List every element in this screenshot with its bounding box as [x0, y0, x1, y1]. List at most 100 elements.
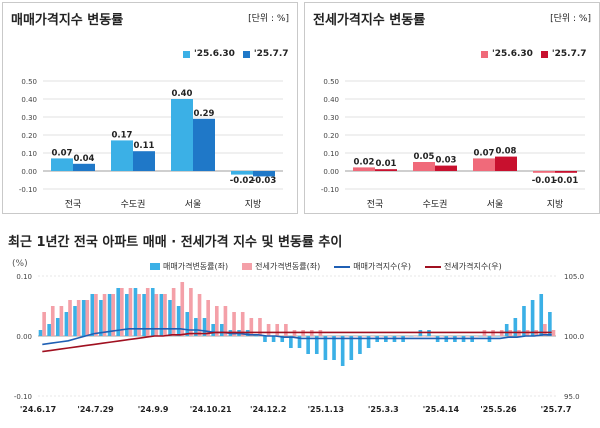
legend-item: 매매가격지수(우): [334, 261, 411, 272]
data-label: 0.29: [194, 109, 215, 119]
bar: [361, 336, 366, 337]
bar: [430, 336, 435, 337]
legend-label: 전세가격지수(우): [444, 262, 502, 271]
data-label: 0.03: [436, 156, 457, 166]
category-label: 전국: [367, 199, 384, 210]
bar: [154, 294, 159, 336]
bar: [358, 336, 362, 354]
bar: [47, 324, 51, 336]
bar: [59, 306, 64, 336]
bar: [335, 336, 340, 337]
x-tick-label: '24.6.17: [20, 405, 56, 414]
data-label: 0.07: [474, 148, 495, 158]
bar: [353, 336, 357, 337]
y-tick-label-left: -0.10: [14, 393, 32, 401]
bar: [366, 336, 371, 348]
bar: [223, 306, 228, 336]
y-tick-label: 0.20: [323, 132, 339, 140]
bar: [379, 336, 383, 337]
bar: [111, 140, 133, 171]
data-label: 0.17: [112, 130, 133, 140]
bar: [275, 324, 280, 336]
legend-line: [334, 265, 351, 268]
legend-swatch: [183, 50, 190, 58]
bar: [211, 324, 215, 336]
bar: [404, 336, 409, 337]
bar: [504, 324, 509, 336]
bar: [306, 336, 310, 354]
bar: [42, 312, 46, 336]
bar: [90, 294, 95, 336]
data-label: -0.02: [230, 176, 255, 186]
bar: [171, 99, 193, 171]
legend-item: 전세가격변동률(좌): [242, 261, 320, 272]
bar: [297, 336, 302, 348]
jeonse-price-change-panel: 전세가격지수 변동률 [단위 : %] '25.6.30 '25.7.7 0.5…: [304, 2, 600, 214]
y-tick-label: 0.40: [323, 96, 339, 104]
y-tick-label: -0.10: [321, 186, 339, 194]
category-label: 서울: [185, 199, 202, 210]
bar: [253, 171, 275, 177]
data-label: 0.01: [376, 159, 397, 169]
bar: [68, 300, 72, 336]
data-label: 0.02: [354, 157, 375, 167]
bar: [478, 336, 483, 337]
bar: [522, 306, 526, 336]
bar: [266, 324, 271, 336]
bar: [555, 171, 577, 173]
y-tick-label: 0.50: [323, 78, 339, 86]
bar: [219, 324, 224, 336]
trend-legend: 매매가격변동률(좌) 전세가격변동률(좌) 매매가격지수(우) 전세가격지수(우…: [150, 261, 502, 272]
legend-item: 전세가격지수(우): [425, 261, 502, 272]
x-tick-label: '25.3.3: [368, 405, 399, 414]
bar: [413, 336, 418, 337]
x-tick-label: '24.7.29: [77, 405, 114, 414]
bar: [73, 306, 77, 336]
bar: [168, 300, 172, 336]
legend-label: 전세가격변동률(좌): [255, 262, 321, 271]
category-label: 지방: [547, 199, 564, 210]
bar: [197, 294, 202, 336]
category-label: 서울: [487, 199, 504, 210]
data-label: 0.07: [52, 148, 73, 158]
y-tick-label: 0.30: [323, 114, 339, 122]
trend-chart-title: 최근 1년간 전국 아파트 매매 · 전세가격 지수 및 변동률 추이: [8, 235, 343, 250]
legend-line: [425, 265, 442, 268]
x-tick-label: '25.4.14: [423, 405, 460, 414]
bar: [533, 171, 555, 173]
unit-label: [단위 : %]: [248, 14, 289, 24]
bar: [120, 288, 124, 336]
legend-label: '25.6.30: [492, 49, 533, 59]
bar: [51, 158, 73, 171]
bar: [513, 318, 518, 336]
bar: [145, 288, 150, 336]
data-label: 0.40: [172, 89, 193, 99]
bar: [496, 336, 500, 337]
bar: [548, 312, 552, 336]
sale-price-change-chart: 0.50 0.40 0.30 0.20 0.10 0.00 -0.10 0.070.04 전국 0…: [19, 78, 283, 210]
bar: [116, 288, 121, 336]
bar: [375, 169, 397, 171]
category-label: 수도권: [121, 198, 146, 210]
bar: [413, 162, 435, 171]
unit-label: [단위 : %]: [550, 14, 591, 24]
bar: [439, 336, 444, 337]
bar: [396, 336, 400, 337]
bar: [289, 336, 293, 348]
trend-chart: (%) 0.10 0.00 -0.10 105.0 100.0 95.0 '24.6.17 '…: [12, 259, 584, 414]
bar: [202, 318, 207, 336]
bar: [133, 151, 155, 171]
left-axis-unit: (%): [12, 259, 28, 269]
bar: [99, 300, 103, 336]
bar: [176, 306, 181, 336]
bar: [539, 294, 544, 336]
bar: [448, 336, 452, 337]
bar: [332, 336, 336, 360]
data-label: -0.01: [554, 176, 579, 186]
bar: [271, 336, 276, 342]
bar: [231, 171, 253, 175]
data-label: 0.08: [496, 147, 517, 157]
bar: [340, 336, 345, 366]
bar: [495, 156, 517, 171]
bar: [137, 294, 141, 336]
